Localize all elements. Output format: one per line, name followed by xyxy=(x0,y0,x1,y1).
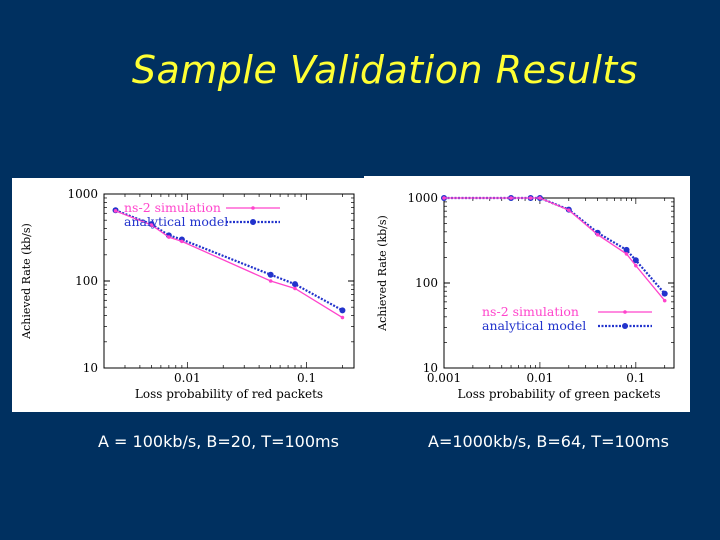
legend-label: ns-2 simulation xyxy=(482,304,579,319)
chart-left-panel: 10 100 1000 0.01 0.1 Loss probability of red … xyxy=(12,178,364,412)
x-tick-label: 0.01 xyxy=(527,371,554,385)
point-model xyxy=(267,271,274,278)
point-simulation xyxy=(268,279,273,283)
point-simulation xyxy=(538,196,542,200)
y-axis-label: Achieved Rate (kb/s) xyxy=(376,215,389,332)
point-simulation xyxy=(662,298,667,303)
point-model xyxy=(623,246,630,253)
legend-label: analytical model xyxy=(124,214,228,229)
y-tick-label: 1000 xyxy=(67,187,98,201)
caption-right: A=1000kb/s, B=64, T=100ms xyxy=(428,432,669,451)
legend-marker-simulation xyxy=(251,206,255,210)
point-model xyxy=(339,307,346,314)
point-simulation xyxy=(624,252,629,256)
legend-marker-simulation xyxy=(623,310,627,314)
y-tick-label: 100 xyxy=(75,274,98,288)
chart-right: 10 100 1000 0.001 0.01 0.1 Loss probability of… xyxy=(376,191,675,401)
y-tick-label: 10 xyxy=(423,361,438,375)
legend-label: analytical model xyxy=(482,318,586,333)
point-simulation xyxy=(595,232,600,237)
chart-right-panel: 10 100 1000 0.001 0.01 0.1 Loss probability of… xyxy=(364,176,690,412)
caption-left: A = 100kb/s, B=20, T=100ms xyxy=(98,432,339,451)
y-tick-label: 1000 xyxy=(407,191,438,205)
point-simulation xyxy=(293,286,297,291)
slide-title: Sample Validation Results xyxy=(131,48,639,92)
legend-marker-model xyxy=(622,323,628,329)
point-simulation xyxy=(566,208,571,212)
point-simulation xyxy=(149,223,154,227)
x-axis-label: Loss probability of red packets xyxy=(135,387,323,401)
point-model xyxy=(292,281,299,288)
x-tick-label: 0.1 xyxy=(626,371,645,385)
point-model xyxy=(632,257,639,264)
legend-marker-model xyxy=(250,219,256,225)
point-simulation xyxy=(340,315,345,320)
y-tick-label: 100 xyxy=(415,276,438,290)
x-tick-label: 0.1 xyxy=(297,371,316,385)
point-simulation xyxy=(528,196,533,200)
x-tick-label: 0.01 xyxy=(174,371,201,385)
point-simulation xyxy=(442,196,446,200)
x-axis-label: Loss probability of green packets xyxy=(458,387,661,401)
point-simulation xyxy=(509,196,513,200)
y-tick-label: 10 xyxy=(83,361,98,375)
chart-left: 10 100 1000 0.01 0.1 Loss probability of red … xyxy=(20,187,355,401)
point-simulation xyxy=(180,239,184,244)
series-line-simulation xyxy=(444,197,666,302)
point-simulation xyxy=(113,209,118,213)
series-line-model xyxy=(444,196,666,295)
x-tick-label: 0.001 xyxy=(427,371,461,385)
legend-label: ns-2 simulation xyxy=(124,200,221,215)
point-simulation xyxy=(167,235,171,239)
point-model xyxy=(661,290,668,297)
point-simulation xyxy=(634,263,638,268)
y-axis-label: Achieved Rate (kb/s) xyxy=(20,223,33,340)
plot-frame xyxy=(443,197,675,369)
